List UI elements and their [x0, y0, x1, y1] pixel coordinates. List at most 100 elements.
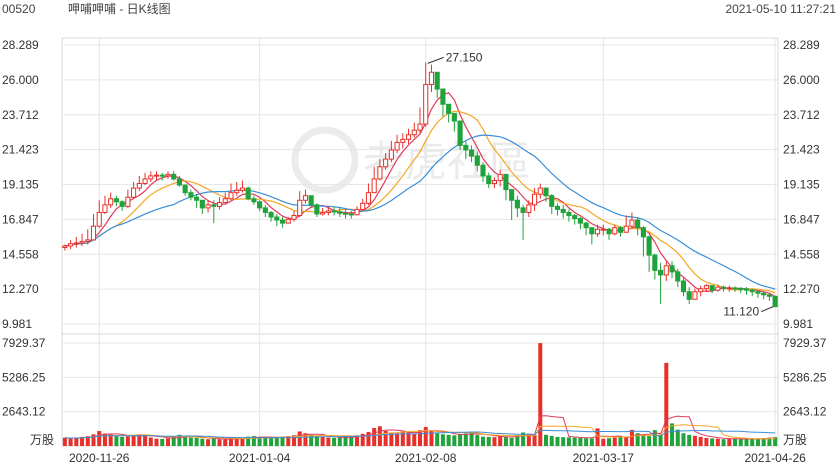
volume-bar	[607, 438, 612, 446]
volume-bar	[309, 434, 314, 446]
candlestick	[451, 112, 457, 132]
volume-bar	[704, 437, 709, 446]
candlestick	[308, 195, 314, 208]
volume-bar	[572, 437, 577, 446]
candle-body	[268, 211, 274, 218]
candle-body	[520, 207, 526, 213]
volume-bar	[91, 434, 96, 446]
candle-body	[595, 228, 601, 235]
volume-tick-label-left: 7929.37	[2, 336, 46, 350]
volume-bar	[429, 430, 434, 446]
candlestick	[222, 192, 228, 204]
date-tick-label: 2021-02-08	[395, 451, 457, 465]
candlestick	[211, 200, 217, 224]
volume-tick-label-left: 2643.12	[2, 405, 46, 419]
candle-body	[738, 288, 744, 291]
candlestick	[251, 195, 257, 205]
candlestick	[583, 221, 589, 236]
candlestick	[188, 189, 194, 201]
volume-bar	[773, 437, 778, 446]
volume-bar	[400, 431, 405, 446]
candle-body	[159, 174, 165, 177]
candlestick	[491, 177, 498, 189]
volume-bar	[85, 436, 90, 446]
candle-body	[440, 88, 446, 105]
candle-body	[772, 295, 778, 308]
candlestick	[394, 134, 400, 154]
price-tick-label-right: 12.270	[783, 282, 820, 296]
volume-bar	[143, 434, 148, 446]
candlestick	[182, 184, 188, 196]
candle-body	[199, 199, 205, 209]
candlestick	[428, 64, 435, 93]
candle-body	[176, 178, 182, 186]
price-tick-label-left: 26.000	[2, 73, 39, 87]
candlestick	[102, 195, 108, 214]
candlestick	[715, 284, 721, 292]
candle-body	[669, 265, 675, 273]
candle-body	[262, 207, 268, 213]
candlestick	[73, 236, 79, 248]
candle-body	[417, 123, 423, 131]
candlestick	[617, 226, 624, 237]
candlestick	[165, 171, 171, 179]
candle-body	[216, 202, 223, 207]
volume-bar	[498, 436, 503, 446]
candlestick	[457, 120, 463, 150]
volume-bar	[538, 343, 543, 446]
price-ma20-line	[64, 134, 776, 290]
price-ma5-line	[64, 91, 776, 298]
candle-body	[491, 179, 498, 185]
candle-body	[423, 83, 429, 125]
price-tick-label-right: 23.712	[783, 108, 820, 122]
price-tick-label-right: 28.289	[783, 38, 820, 52]
candle-body	[503, 173, 509, 191]
candle-body	[743, 288, 750, 291]
volume-bar	[165, 438, 170, 446]
volume-bar	[750, 438, 755, 446]
candlestick	[549, 194, 555, 214]
volume-unit-label-left: 万股	[30, 433, 54, 447]
volume-bar	[349, 436, 354, 446]
volume-bar	[194, 437, 199, 446]
candlestick	[194, 194, 200, 208]
candle-body	[348, 213, 354, 216]
high-annotation-label: 27.150	[446, 50, 483, 64]
candle-body	[560, 208, 566, 213]
price-tick-label-right: 14.558	[783, 247, 820, 261]
volume-bar	[578, 437, 583, 446]
volume-bar	[366, 431, 371, 446]
volume-bar	[217, 439, 222, 446]
stock-title: 呷哺呷哺 - 日K线图	[68, 2, 171, 16]
candle-body	[405, 134, 412, 140]
volume-bar	[332, 437, 337, 446]
candlestick	[291, 210, 297, 222]
volume-bar	[532, 434, 537, 446]
volume-bar	[257, 436, 262, 446]
candlestick	[348, 210, 354, 219]
candlestick	[509, 189, 515, 221]
volume-tick-label-right: 5286.25	[783, 370, 827, 384]
candlestick	[131, 181, 137, 199]
candle-body	[411, 129, 417, 136]
candlestick	[749, 288, 755, 297]
candle-body	[90, 225, 97, 241]
candle-body	[480, 164, 486, 177]
candle-body	[85, 239, 91, 242]
volume-bar	[291, 435, 296, 446]
candle-body	[589, 227, 595, 235]
candlestick	[686, 287, 692, 304]
candlestick	[96, 200, 102, 228]
candle-body	[703, 285, 709, 290]
candle-body	[308, 195, 314, 206]
candle-body	[320, 211, 326, 215]
candlestick	[377, 159, 383, 181]
volume-bar	[360, 433, 365, 446]
date-tick-label: 2020-11-26	[69, 451, 130, 465]
volume-bar	[721, 439, 726, 446]
candlesticks	[62, 62, 778, 308]
candle-body	[136, 183, 142, 189]
candlestick	[176, 175, 182, 187]
candle-body	[165, 173, 171, 177]
